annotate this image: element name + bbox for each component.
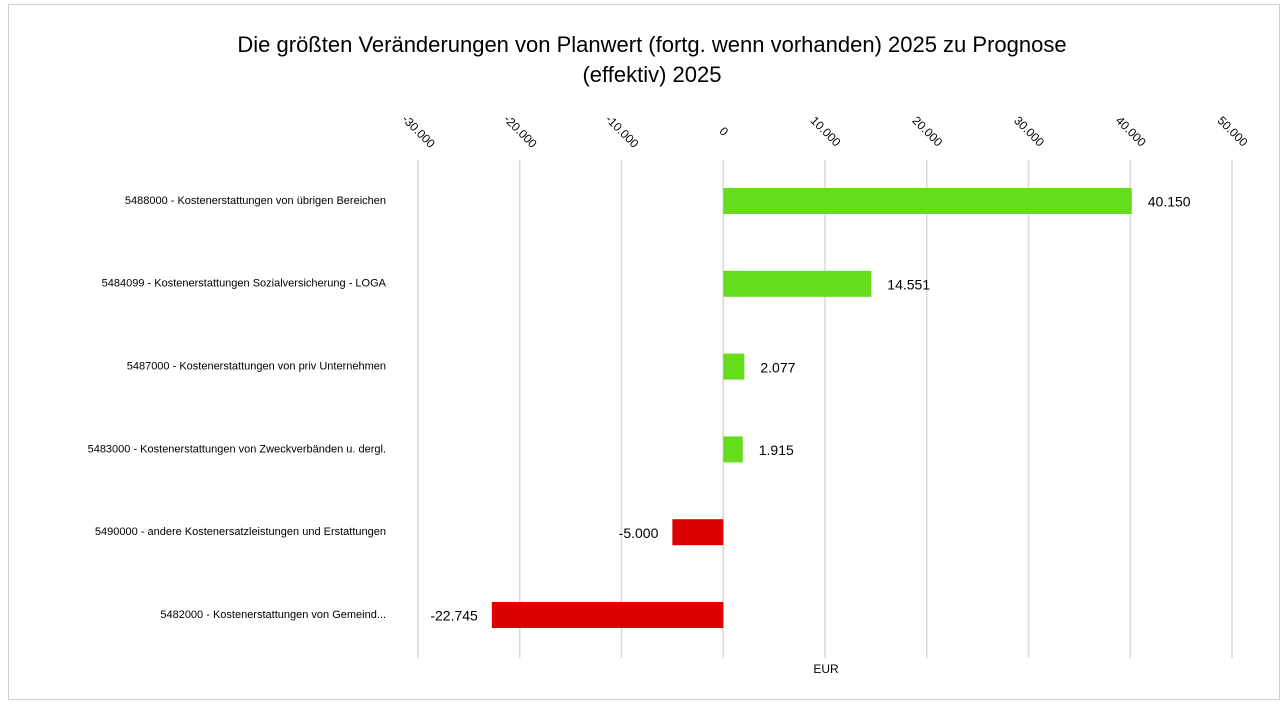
chart-title: Die größten Veränderungen von Planwert (… (237, 32, 1066, 87)
y-tick-label: 5488000 - Kostenerstattungen von übrigen… (125, 195, 386, 207)
value-label: 14.551 (887, 277, 930, 293)
value-label: -22.745 (430, 608, 478, 624)
chart-border (8, 4, 1280, 700)
value-label: 2.077 (760, 359, 795, 375)
value-label: 40.150 (1148, 194, 1191, 210)
y-tick-label: 5482000 - Kostenerstattungen von Gemeind… (160, 609, 386, 621)
bar (723, 270, 872, 297)
bar (723, 436, 743, 463)
y-tick-label: 5483000 - Kostenerstattungen von Zweckve… (88, 443, 386, 455)
y-tick-label: 5487000 - Kostenerstattungen von priv Un… (127, 361, 386, 373)
bar (723, 353, 745, 380)
bar (491, 602, 724, 628)
x-axis-label: EUR (813, 662, 839, 676)
bar (723, 188, 1132, 214)
y-tick-label: 5484099 - Kostenerstattungen Sozialversi… (102, 278, 387, 290)
value-label: 1.915 (759, 442, 794, 458)
y-tick-label: 5490000 - andere Kostenersatzleistungen … (95, 526, 386, 538)
value-label: -5.000 (619, 525, 659, 541)
bar (672, 519, 724, 546)
